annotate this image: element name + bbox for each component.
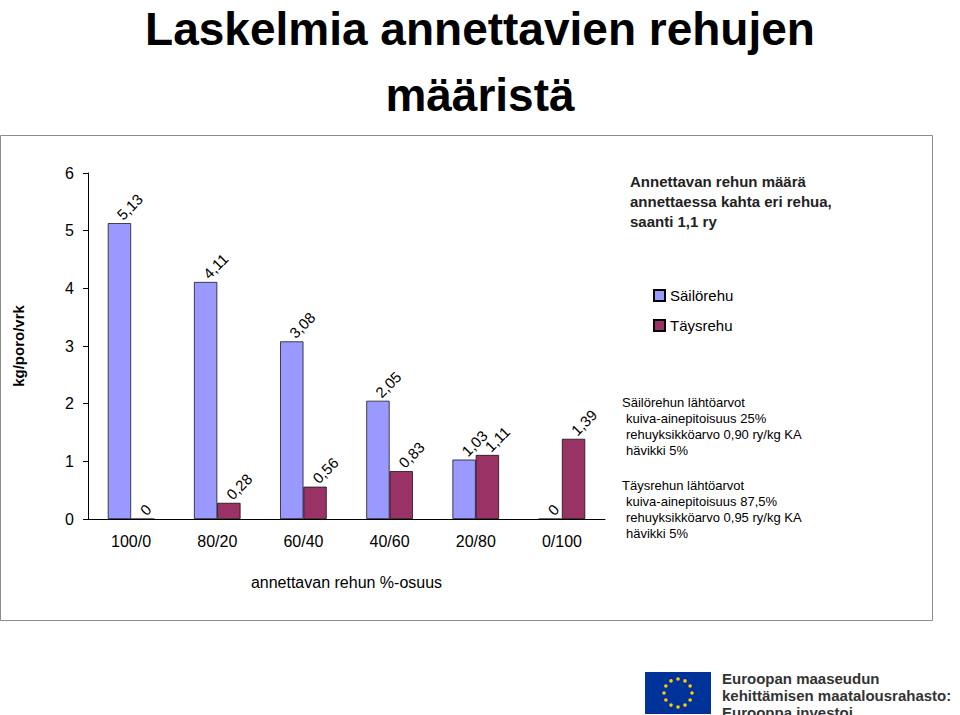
svg-text:20/80: 20/80 xyxy=(456,533,496,550)
svg-text:60/40: 60/40 xyxy=(283,533,323,550)
svg-text:Säilörehu: Säilörehu xyxy=(670,287,733,304)
svg-text:0,83: 0,83 xyxy=(395,438,428,471)
svg-text:0,28: 0,28 xyxy=(223,470,256,503)
html-text:Laskelmia annettavien rehujen: Laskelmia annettavien rehujen määristä xyxy=(145,3,815,121)
svg-text:3: 3 xyxy=(65,338,74,355)
svg-text:100/0: 100/0 xyxy=(111,533,151,550)
svg-text:0: 0 xyxy=(65,511,74,528)
svg-text:3,08: 3,08 xyxy=(286,309,319,342)
svg-text:1: 1 xyxy=(65,453,74,470)
svg-text:80/20: 80/20 xyxy=(197,533,237,550)
html-text:hävikki 5%: hävikki 5% xyxy=(626,443,689,458)
svg-text:4: 4 xyxy=(65,280,74,297)
svg-text:6: 6 xyxy=(65,165,74,182)
svg-text:annettavan rehun %-osuus: annettavan rehun %-osuus xyxy=(251,574,442,591)
html-text:Euroopan maaseudun: Euroopan maaseudun xyxy=(722,670,880,687)
svg-text:0,56: 0,56 xyxy=(309,454,342,487)
svg-text:1,11: 1,11 xyxy=(481,423,513,455)
html-text:kuiva-ainepitoisuus 87,5%: kuiva-ainepitoisuus 87,5% xyxy=(626,494,777,509)
svg-text:5,13: 5,13 xyxy=(113,191,146,224)
html-text:rehuyksikköarvo 0,95 ry/kg KA: rehuyksikköarvo 0,95 ry/kg KA xyxy=(626,510,802,525)
svg-text:2: 2 xyxy=(65,395,74,412)
html-text:Säilörehun lähtöarvot: Säilörehun lähtöarvot xyxy=(622,395,745,410)
svg-text:1,39: 1,39 xyxy=(568,406,601,439)
html-text:kuiva-ainepitoisuus 25%: kuiva-ainepitoisuus 25% xyxy=(626,411,767,426)
html-text:Annettavan rehun määrä annetta: Annettavan rehun määrä annettaessa kahta… xyxy=(630,173,832,230)
html-text:Täysrehun lähtöarvot: Täysrehun lähtöarvot xyxy=(622,478,745,493)
svg-text:40/60: 40/60 xyxy=(370,533,410,550)
html-text:rehuyksikköarvo 0,90 ry/kg KA: rehuyksikköarvo 0,90 ry/kg KA xyxy=(626,427,802,442)
html-text:hävikki 5%: hävikki 5% xyxy=(626,526,689,541)
svg-text:5: 5 xyxy=(65,222,74,239)
svg-text:kg/poro/vrk: kg/poro/vrk xyxy=(10,304,27,386)
svg-text:4,11: 4,11 xyxy=(200,250,232,282)
svg-text:Täysrehu: Täysrehu xyxy=(670,317,733,334)
svg-text:2,05: 2,05 xyxy=(372,368,405,401)
svg-text:0: 0 xyxy=(137,501,155,519)
html-text:kehittämisen maatalousrahasto:: kehittämisen maatalousrahasto: xyxy=(722,687,952,704)
svg-text:1,03: 1,03 xyxy=(458,427,491,460)
svg-text:0/100: 0/100 xyxy=(542,533,582,550)
svg-text:0: 0 xyxy=(544,501,562,519)
